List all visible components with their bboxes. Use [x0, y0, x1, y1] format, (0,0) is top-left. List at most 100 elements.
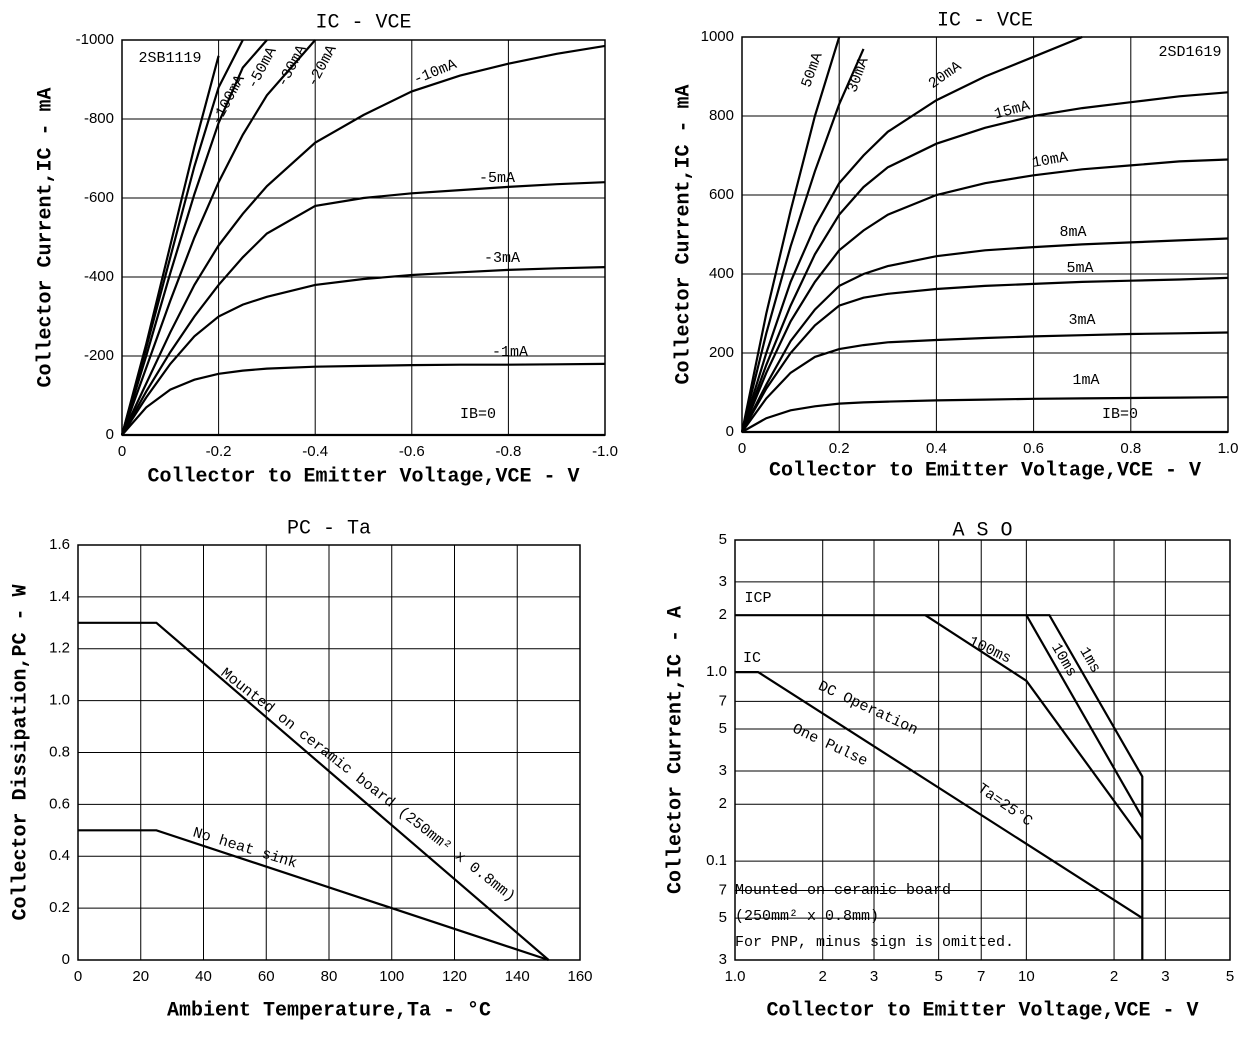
y-axis-label: Collector Current,IC - mA [34, 87, 57, 387]
y-tick-label: 1.0 [49, 692, 70, 709]
curve [120, 39, 268, 436]
chart-title: IC - VCE [315, 11, 411, 34]
annotation: 2SD1619 [1158, 44, 1221, 61]
y-tick-label: 3 [719, 951, 727, 968]
x-axis-label: Collector to Emitter Voltage,VCE - V [766, 999, 1198, 1022]
x-tick-label: 7 [977, 968, 985, 985]
curve [121, 266, 606, 436]
x-tick-label: 10 [1018, 968, 1035, 985]
x-tick-label: 0 [738, 440, 746, 457]
x-tick-label: 2 [1110, 968, 1118, 985]
y-tick-label: 0.6 [49, 795, 70, 812]
curve-label: -3mA [484, 250, 520, 267]
y-tick-label: -400 [84, 268, 114, 285]
y-tick-label: 1.4 [49, 588, 70, 605]
x-tick-label: 0.8 [1120, 440, 1141, 457]
y-tick-label: 2 [719, 606, 727, 623]
annotation: One Pulse [789, 721, 870, 771]
chart-title: A S O [952, 519, 1012, 542]
curve [735, 614, 1144, 960]
y-tick-label: 0 [726, 423, 734, 440]
curve [741, 276, 1229, 433]
curve-label: IB=0 [1102, 406, 1138, 423]
x-tick-label: 3 [1161, 968, 1169, 985]
x-tick-label: 60 [258, 968, 275, 985]
curve [120, 39, 317, 436]
x-tick-label: 0 [74, 968, 82, 985]
x-tick-label: -0.6 [399, 443, 425, 460]
y-tick-label: -200 [84, 347, 114, 364]
x-tick-label: 120 [442, 968, 467, 985]
annotation: (250mm² x 0.8mm) [735, 908, 879, 925]
x-tick-label: -0.2 [206, 443, 232, 460]
y-tick-label: 5 [719, 909, 727, 926]
y-tick-label: 7 [719, 881, 727, 898]
curve-label: 5mA [1066, 260, 1093, 277]
plot-frame [741, 36, 1229, 433]
chart-title: PC - Ta [287, 517, 371, 540]
curve [740, 158, 1229, 433]
y-tick-label: -1000 [76, 31, 114, 48]
y-tick-label: 0.1 [706, 852, 727, 869]
x-tick-label: -0.8 [495, 443, 521, 460]
curve [740, 91, 1229, 433]
curve-label: -20mA [304, 42, 340, 90]
curve-label: 3mA [1068, 312, 1095, 329]
annotation: Mounted on ceramic board [735, 882, 951, 899]
annotation: For PNP, minus sign is omitted. [735, 934, 1014, 951]
curve [78, 621, 550, 961]
curve-label: -5mA [479, 170, 515, 187]
curve [740, 35, 1083, 433]
y-axis-label: Collector Dissipation,PC - W [9, 584, 32, 920]
y-tick-label: 400 [709, 265, 734, 282]
x-tick-label: 1.0 [1218, 440, 1239, 457]
curve-label: Mounted on ceramic board (250mm² x 0.8mm… [217, 665, 518, 906]
y-tick-label: 3 [719, 573, 727, 590]
x-axis-label: Ambient Temperature,Ta - °C [167, 999, 491, 1022]
curve [740, 48, 865, 433]
y-tick-label: -600 [84, 189, 114, 206]
x-axis-label: Collector to Emitter Voltage,VCE - V [769, 459, 1201, 482]
curve [1025, 614, 1144, 819]
y-tick-label: 0.4 [49, 847, 70, 864]
y-tick-label: 0.2 [49, 899, 70, 916]
x-tick-label: 0.2 [829, 440, 850, 457]
x-tick-label: -1.0 [592, 443, 618, 460]
x-tick-label: 0 [118, 443, 126, 460]
x-tick-label: -0.4 [302, 443, 328, 460]
annotation: 2SB1119 [138, 50, 201, 67]
y-tick-label: 5 [719, 720, 727, 737]
curve-label: 8mA [1059, 224, 1086, 241]
y-tick-label: 5 [719, 531, 727, 548]
x-tick-label: 3 [870, 968, 878, 985]
y-tick-label: 0.8 [49, 743, 70, 760]
y-tick-label: 0 [62, 951, 70, 968]
x-tick-label: 140 [505, 968, 530, 985]
y-tick-label: 800 [709, 107, 734, 124]
x-tick-label: 0.4 [926, 440, 947, 457]
curve-label: -1mA [492, 344, 528, 361]
curve [78, 829, 549, 962]
x-tick-label: 20 [132, 968, 149, 985]
curve [741, 396, 1229, 433]
curve [741, 237, 1229, 433]
curve-label: DC Operation [815, 678, 920, 739]
y-axis-label: Collector Current,IC - mA [672, 84, 695, 384]
annotation: IC [743, 650, 761, 667]
y-tick-label: -800 [84, 110, 114, 127]
curve [121, 362, 606, 436]
x-tick-label: 2 [819, 968, 827, 985]
curve [924, 614, 1144, 841]
annotation: ICP [744, 590, 771, 607]
x-tick-label: 160 [567, 968, 592, 985]
x-tick-label: 5 [1226, 968, 1234, 985]
curve-label: 30mA [844, 55, 872, 95]
curve-label: No heat sink [191, 825, 299, 873]
curve [121, 181, 606, 436]
y-tick-label: 0 [106, 426, 114, 443]
curve-label: 1mA [1072, 372, 1099, 389]
y-tick-label: 600 [709, 186, 734, 203]
curve-label: 20mA [926, 58, 965, 93]
x-axis-label: Collector to Emitter Voltage,VCE - V [147, 465, 579, 488]
curve-label: IB=0 [460, 406, 496, 423]
